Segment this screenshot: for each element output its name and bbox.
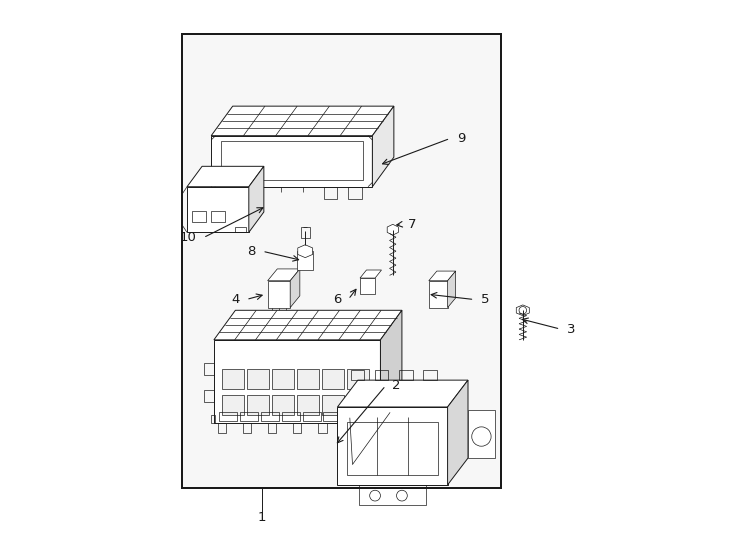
Bar [211,211,225,221]
Polygon shape [360,278,375,294]
Text: 6: 6 [333,293,342,306]
Bar [272,395,294,415]
Bar [368,423,377,433]
Bar [192,211,206,221]
Polygon shape [268,281,290,308]
Bar [218,423,226,433]
Bar [343,423,352,433]
Bar [246,187,260,199]
Polygon shape [187,187,249,232]
Bar [297,369,319,389]
Polygon shape [516,305,529,316]
Text: 8: 8 [247,245,255,258]
Bar [221,141,363,180]
Polygon shape [249,166,264,232]
Polygon shape [290,269,300,308]
Bar [424,370,437,380]
Text: 4: 4 [231,293,240,306]
Bar [272,369,294,389]
Polygon shape [338,407,448,485]
Bar [268,423,277,433]
Text: 2: 2 [392,379,401,392]
Polygon shape [268,269,300,281]
Polygon shape [211,106,394,136]
Text: 10: 10 [180,231,197,244]
Bar [359,485,426,505]
Bar [322,395,344,415]
Bar [399,370,413,380]
Polygon shape [214,310,402,340]
Polygon shape [380,310,402,423]
Bar [181,33,501,488]
Bar [222,187,236,199]
Bar [222,369,244,389]
Bar [347,369,369,389]
Bar [219,412,237,422]
Bar [211,415,215,423]
Polygon shape [187,166,264,187]
Bar [243,423,251,433]
Polygon shape [298,245,313,258]
Polygon shape [448,380,468,485]
Circle shape [472,427,491,446]
Text: 3: 3 [567,322,575,335]
Bar [240,412,258,422]
Bar [351,370,364,380]
Bar [344,412,363,422]
Polygon shape [372,106,394,187]
Bar [322,369,344,389]
Bar [236,227,246,232]
Polygon shape [388,224,399,235]
Polygon shape [448,271,456,308]
Text: 9: 9 [457,132,465,145]
Bar [324,412,341,422]
Bar [293,423,302,433]
Bar [181,33,501,488]
Polygon shape [429,271,456,281]
Bar [318,423,327,433]
Bar [247,395,269,415]
Circle shape [396,490,407,501]
Bar [379,415,384,423]
Polygon shape [297,251,313,270]
Bar [375,370,388,380]
Text: 5: 5 [481,293,490,306]
Bar [347,422,438,475]
Polygon shape [360,270,382,278]
Polygon shape [468,410,495,458]
Bar [347,395,369,415]
Bar [365,412,383,422]
Bar [247,369,269,389]
Polygon shape [214,340,380,423]
Bar [324,187,338,199]
Bar [204,390,214,402]
Polygon shape [429,281,448,308]
Bar [302,412,321,422]
Circle shape [370,490,380,501]
Bar [297,395,319,415]
Polygon shape [338,380,468,407]
Bar [301,227,310,238]
Polygon shape [211,136,372,187]
Bar [261,412,279,422]
Bar [348,187,362,199]
Circle shape [519,307,526,314]
Text: 1: 1 [258,511,266,524]
Bar [204,363,214,375]
Bar [282,412,300,422]
Text: 7: 7 [408,218,417,231]
Bar [222,395,244,415]
